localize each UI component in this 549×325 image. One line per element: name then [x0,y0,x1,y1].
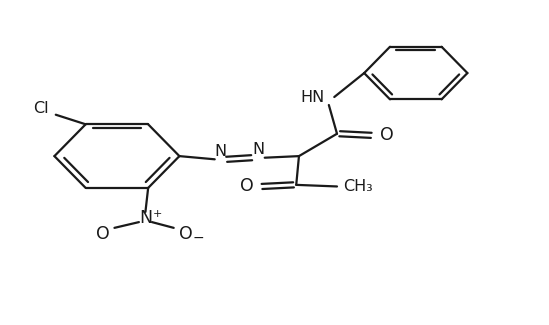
Text: HN: HN [300,90,324,106]
Text: −: − [192,231,204,245]
Text: +: + [153,209,162,219]
Text: O: O [180,225,193,243]
Text: N: N [252,142,264,157]
Text: CH₃: CH₃ [343,179,373,194]
Text: N: N [214,144,226,159]
Text: O: O [379,126,393,144]
Text: Cl: Cl [33,101,48,116]
Text: O: O [96,225,110,243]
Text: O: O [240,177,254,195]
Text: N: N [139,209,152,227]
